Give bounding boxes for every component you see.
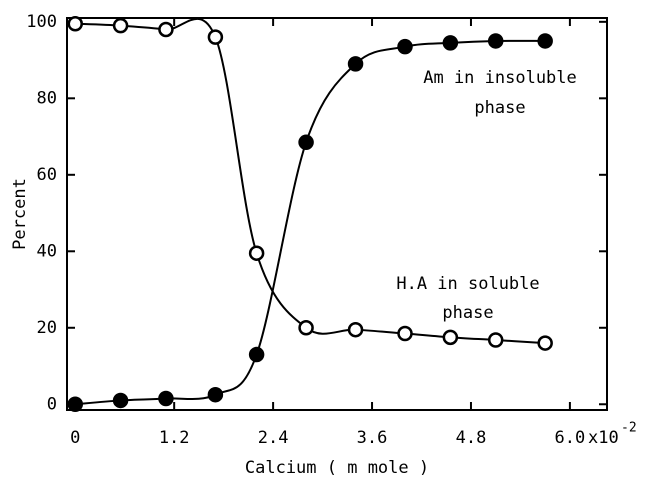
curve: [75, 39, 546, 406]
x-tick-label: 0: [70, 428, 80, 448]
series-label: Am in insoluble: [423, 68, 577, 88]
y-tick-label: 20: [37, 318, 57, 338]
series-label: phase: [442, 303, 493, 323]
marker: [537, 33, 553, 49]
marker: [158, 390, 174, 407]
x-axis-label: Calcium ( m mole ): [245, 458, 429, 478]
series-label: phase: [474, 98, 525, 118]
x-tick-label: 2.4: [258, 428, 289, 448]
marker: [112, 17, 129, 34]
x-tick-label: 1.2: [159, 428, 190, 448]
marker: [397, 38, 413, 55]
x-exponent: -2: [621, 421, 637, 436]
marker: [442, 35, 459, 51]
y-axis-label: Percent: [10, 178, 30, 250]
marker: [248, 245, 265, 261]
marker: [537, 335, 553, 351]
marker: [298, 320, 314, 336]
marker: [248, 346, 265, 363]
marker: [112, 392, 129, 409]
series-label: H.A in soluble: [396, 274, 539, 294]
y-tick-label: 100: [26, 12, 57, 32]
x-tick-label: 6.0: [555, 428, 586, 448]
marker: [347, 56, 364, 72]
marker: [487, 33, 504, 49]
x-tick-label: 4.8: [456, 428, 487, 448]
plot-frame: [66, 17, 608, 411]
marker: [347, 321, 364, 338]
marker: [487, 332, 504, 348]
marker: [442, 329, 459, 346]
x-multiplier: x10: [588, 428, 619, 448]
x-tick-label: 3.6: [357, 428, 388, 448]
y-tick-label: 80: [37, 88, 57, 108]
y-tick-label: 0: [47, 394, 57, 414]
marker: [397, 325, 413, 342]
marker: [207, 29, 224, 45]
marker: [207, 386, 224, 403]
marker: [67, 396, 83, 413]
marker: [158, 21, 174, 38]
marker: [298, 134, 314, 151]
y-tick-label: 60: [37, 165, 57, 185]
y-tick-label: 40: [37, 241, 57, 261]
marker: [67, 15, 83, 32]
